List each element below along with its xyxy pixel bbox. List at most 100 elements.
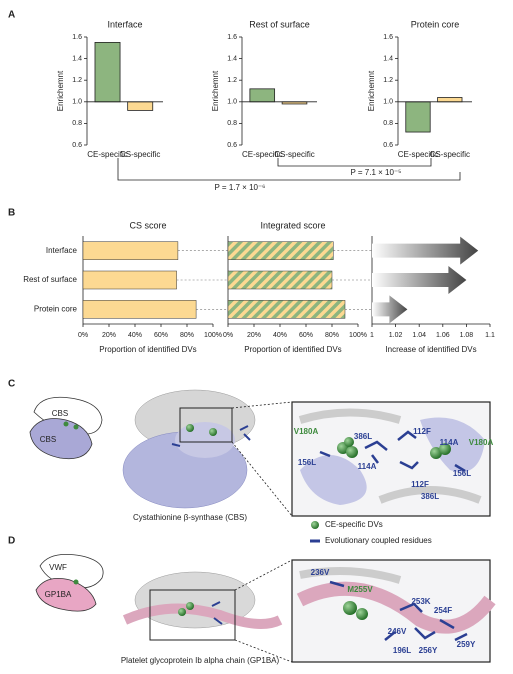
caption: Cystathionine β-synthase (CBS) <box>133 513 247 522</box>
chart-title: Interface <box>107 19 142 29</box>
bar <box>94 42 121 103</box>
y-tick-label: Rest of surface <box>23 275 77 284</box>
x-tick-label: 60% <box>154 332 168 339</box>
x-tick-label: 0% <box>78 332 88 339</box>
residue-label: 256Y <box>419 646 438 655</box>
schematic-label: CBS <box>40 435 56 444</box>
x-tick-label: 1.02 <box>389 332 403 339</box>
bar <box>82 300 197 319</box>
residue-label: 196L <box>393 646 411 655</box>
residue-label: 114A <box>358 462 377 471</box>
y-tick-label: 0.8 <box>227 120 237 127</box>
y-tick-label: 1.2 <box>227 77 237 84</box>
x-tick-label: 1 <box>370 332 374 339</box>
arrow <box>372 266 467 294</box>
y-axis-label: Enrichemnt <box>56 70 65 111</box>
y-tick-label: 0.8 <box>383 120 393 127</box>
y-tick-label: 1.2 <box>72 77 82 84</box>
legend-swatch <box>311 521 319 529</box>
x-tick-label: 20% <box>102 332 116 339</box>
x-tick-label: CE-specific <box>398 150 438 159</box>
y-tick-label: 1.2 <box>383 77 393 84</box>
chart-title: Protein core <box>411 19 460 29</box>
bar <box>227 270 333 290</box>
y-tick-label: 1.6 <box>383 34 393 41</box>
residue-label: V180A <box>469 438 494 447</box>
bar <box>405 101 431 133</box>
chart-title: CS score <box>129 220 166 230</box>
arrow <box>372 295 408 324</box>
y-tick-label: 1.0 <box>227 99 237 106</box>
panel-label: D <box>8 536 15 547</box>
x-tick-label: 1.1 <box>485 332 495 339</box>
schematic-label: GP1BA <box>45 590 72 599</box>
x-tick-label: CE-specific <box>87 150 127 159</box>
x-tick-label: CS-specific <box>274 150 314 159</box>
y-tick-label: 1.4 <box>227 55 237 62</box>
y-tick-label: 0.6 <box>227 142 237 149</box>
residue-label: 236V <box>311 568 330 577</box>
x-axis-label: Proportion of identified DVs <box>244 345 341 354</box>
y-tick-label: Interface <box>46 246 78 255</box>
residue-label: 254F <box>434 606 452 615</box>
y-axis-label: Enrichemnt <box>367 70 376 111</box>
x-tick-label: 1.06 <box>436 332 450 339</box>
legend-label: Evolutionary coupled residues <box>325 536 432 545</box>
schematic-label: VWF <box>49 563 67 572</box>
residue-label: 246V <box>388 627 407 636</box>
y-axis-label: Enrichemnt <box>211 70 220 111</box>
bar <box>227 300 346 319</box>
x-tick-label: 80% <box>325 332 339 339</box>
chart-title: Rest of surface <box>249 19 310 29</box>
caption: Platelet glycoprotein Ib alpha chain (GP… <box>121 656 280 665</box>
x-tick-label: 80% <box>180 332 194 339</box>
y-tick-label: 1.6 <box>227 34 237 41</box>
bracket <box>117 158 461 181</box>
residue-label: 253K <box>411 597 430 606</box>
x-tick-label: 0% <box>223 332 233 339</box>
x-tick-label: 1.04 <box>412 332 426 339</box>
residue-label: 386L <box>354 432 372 441</box>
x-tick-label: 40% <box>128 332 142 339</box>
panel-label: A <box>8 10 15 21</box>
residue-label: 259Y <box>457 640 476 649</box>
x-axis-label: Increase of identified DVs <box>385 345 476 354</box>
residue-label: 114A <box>440 438 459 447</box>
bracket <box>277 158 432 167</box>
bar <box>127 101 154 111</box>
structure-c <box>29 389 491 517</box>
panel-label: C <box>8 379 15 390</box>
y-tick-label: 1.0 <box>72 99 82 106</box>
y-tick-label: 1.0 <box>383 99 393 106</box>
x-tick-label: CS-specific <box>430 150 470 159</box>
y-tick-label: 0.8 <box>72 120 82 127</box>
residue-label: 112F <box>411 480 429 489</box>
panel-label: B <box>8 208 15 219</box>
x-tick-label: 100% <box>204 332 222 339</box>
x-tick-label: CS-specific <box>120 150 160 159</box>
schematic-label: CBS <box>52 409 68 418</box>
y-tick-label: 1.4 <box>72 55 82 62</box>
bar <box>82 270 177 290</box>
x-axis-label: Proportion of identified DVs <box>99 345 196 354</box>
arrow <box>372 236 479 265</box>
x-tick-label: 40% <box>273 332 287 339</box>
residue-label: M255V <box>347 585 373 594</box>
x-tick-label: 100% <box>349 332 367 339</box>
y-tick-label: 1.6 <box>72 34 82 41</box>
x-tick-label: 60% <box>299 332 313 339</box>
bar <box>249 88 276 103</box>
y-tick-label: 0.6 <box>72 142 82 149</box>
residue-label: V180A <box>294 427 319 436</box>
p-value: P = 1.7 × 10⁻⁶ <box>215 183 266 192</box>
chart-title: Integrated score <box>260 220 325 230</box>
y-tick-label: 1.4 <box>383 55 393 62</box>
bar <box>82 241 179 260</box>
legend-label: CE-specific DVs <box>325 520 383 529</box>
y-tick-label: Protein core <box>34 304 78 313</box>
bar <box>437 97 463 103</box>
x-tick-label: 1.08 <box>460 332 474 339</box>
bar <box>227 241 334 260</box>
p-value: P = 7.1 × 10⁻⁵ <box>351 168 402 177</box>
